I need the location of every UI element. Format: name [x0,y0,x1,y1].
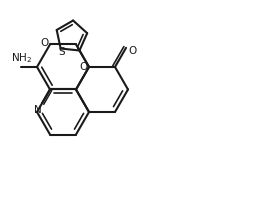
Text: O: O [79,62,87,72]
Text: NH$_2$: NH$_2$ [11,51,32,65]
Text: N: N [34,105,42,115]
Text: O: O [40,38,48,48]
Text: O: O [128,46,136,56]
Text: S: S [58,46,65,57]
